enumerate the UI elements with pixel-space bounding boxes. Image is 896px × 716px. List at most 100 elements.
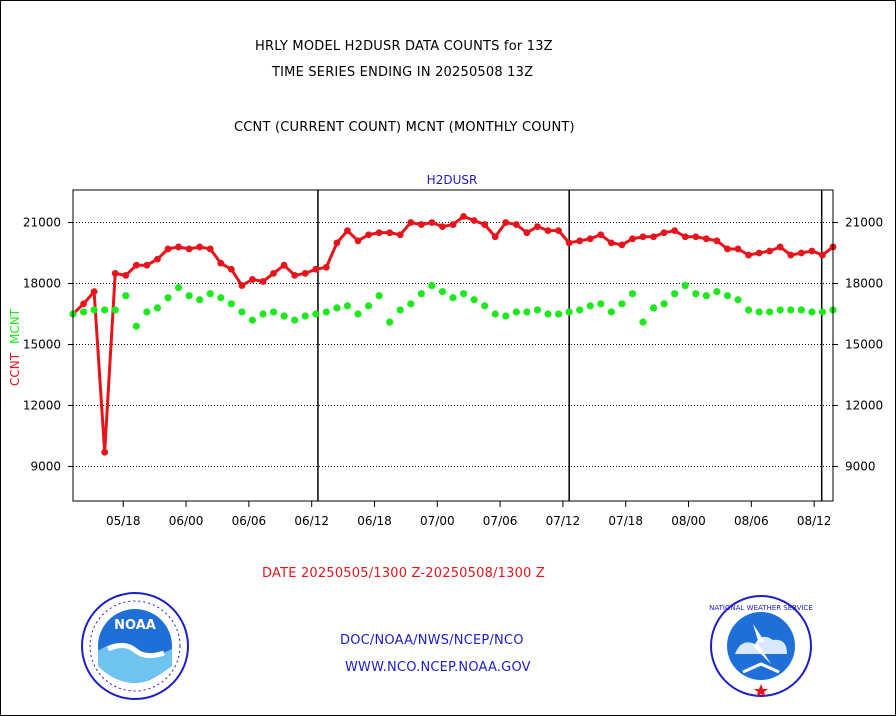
website-link[interactable]: WWW.NCO.NCEP.NOAA.GOV bbox=[345, 660, 531, 675]
ccnt-point bbox=[692, 233, 700, 241]
mcnt-point bbox=[174, 283, 183, 292]
ccnt-point bbox=[576, 237, 584, 245]
mcnt-point bbox=[533, 306, 542, 314]
ccnt-point bbox=[681, 233, 689, 241]
y-tick-label-right: 15000 bbox=[845, 337, 883, 351]
mcnt-point bbox=[818, 308, 827, 316]
ccnt-point bbox=[375, 229, 383, 237]
mcnt-point bbox=[196, 296, 204, 304]
mcnt-point bbox=[565, 308, 573, 316]
mcnt-point bbox=[607, 308, 615, 316]
ccnt-point bbox=[586, 235, 594, 243]
ccnt-point bbox=[259, 278, 267, 285]
noaa-logo: NOAA bbox=[81, 592, 189, 700]
ccnt-point bbox=[713, 237, 721, 245]
y-tick-label-right: 12000 bbox=[845, 398, 883, 412]
mcnt-point bbox=[628, 290, 637, 298]
mcnt-point bbox=[396, 306, 404, 314]
ccnt-point bbox=[417, 221, 425, 228]
ccnt-point bbox=[776, 243, 784, 251]
ccnt-point bbox=[745, 251, 752, 259]
ccnt-point bbox=[460, 213, 467, 220]
y-tick-label-left: 15000 bbox=[23, 337, 61, 351]
mcnt-point bbox=[153, 304, 162, 312]
mcnt-point bbox=[132, 322, 140, 330]
x-tick-label: 05/18 bbox=[106, 514, 141, 528]
ccnt-point bbox=[671, 227, 679, 235]
mcnt-point bbox=[639, 318, 647, 326]
org-path: DOC/NOAA/NWS/NCEP/NCO bbox=[340, 633, 524, 648]
chart-subtitle: CCNT (CURRENT COUNT) MCNT (MONTHLY COUNT… bbox=[234, 120, 575, 135]
ccnt-point bbox=[280, 261, 288, 269]
ccnt-point bbox=[196, 243, 204, 251]
mcnt-point bbox=[459, 290, 468, 298]
ccnt-point bbox=[565, 239, 573, 247]
ccnt-point bbox=[407, 219, 415, 226]
nws-logo: NATIONAL WEATHER SERVICE bbox=[709, 595, 813, 697]
x-tick-label: 07/12 bbox=[546, 514, 581, 528]
ccnt-point bbox=[101, 448, 109, 456]
ccnt-point bbox=[185, 245, 193, 253]
mcnt-point bbox=[312, 310, 320, 318]
mcnt-point bbox=[322, 308, 330, 316]
mcnt-point bbox=[438, 288, 447, 296]
mcnt-point bbox=[734, 296, 742, 304]
mcnt-point bbox=[586, 302, 594, 310]
mcnt-point bbox=[618, 300, 626, 308]
mcnt-point bbox=[755, 308, 763, 316]
mcnt-point bbox=[449, 294, 457, 302]
ccnt-point bbox=[396, 231, 404, 239]
x-tick-label: 06/12 bbox=[294, 514, 329, 528]
x-tick-label: 07/18 bbox=[608, 514, 643, 528]
ccnt-point bbox=[787, 251, 795, 259]
date-range: DATE 20250505/1300 Z-20250508/1300 Z bbox=[262, 566, 545, 581]
mcnt-point bbox=[291, 316, 299, 324]
ccnt-point bbox=[175, 243, 182, 251]
x-tick-label: 08/12 bbox=[797, 514, 832, 528]
mcnt-point bbox=[407, 300, 415, 308]
mcnt-point bbox=[713, 288, 721, 296]
x-tick-label: 06/18 bbox=[357, 514, 392, 528]
mcnt-point bbox=[681, 281, 689, 290]
ccnt-point bbox=[428, 219, 436, 226]
mcnt-point bbox=[122, 292, 130, 300]
ccnt-point bbox=[143, 261, 151, 269]
ccnt-point bbox=[660, 229, 668, 237]
mcnt-point bbox=[364, 302, 373, 310]
mcnt-point bbox=[512, 308, 520, 316]
ccnt-point bbox=[154, 255, 161, 263]
ccnt-point bbox=[502, 219, 510, 226]
mcnt-point bbox=[354, 310, 362, 318]
ccnt-point bbox=[270, 269, 277, 277]
y-tick-label-right: 18000 bbox=[845, 277, 883, 291]
mcnt-point bbox=[101, 306, 109, 314]
mcnt-point bbox=[238, 308, 246, 316]
chart-title-line2: TIME SERIES ENDING IN 20250508 13Z bbox=[272, 65, 534, 80]
mcnt-point bbox=[143, 308, 151, 316]
mcnt-point bbox=[111, 306, 119, 314]
ccnt-point bbox=[439, 223, 446, 230]
mcnt-point bbox=[428, 281, 436, 290]
nws-logo-text: NATIONAL WEATHER SERVICE bbox=[709, 604, 813, 612]
mcnt-point bbox=[333, 304, 341, 312]
ccnt-point bbox=[238, 282, 246, 289]
ccnt-point bbox=[766, 247, 774, 255]
ccnt-point bbox=[470, 217, 478, 224]
ccnt-point bbox=[808, 247, 816, 255]
mcnt-point bbox=[90, 306, 98, 314]
mcnt-point bbox=[544, 310, 552, 318]
ccnt-point bbox=[534, 223, 541, 230]
ccnt-point bbox=[819, 251, 826, 259]
mcnt-point bbox=[470, 296, 478, 304]
ccnt-point bbox=[164, 245, 172, 253]
y-tick-label-left: 18000 bbox=[23, 277, 61, 291]
ccnt-point bbox=[618, 241, 626, 249]
ccnt-point bbox=[354, 237, 362, 245]
x-tick-label: 08/06 bbox=[734, 514, 769, 528]
y-axis-label-mcnt: MCNT bbox=[8, 308, 22, 344]
ccnt-point bbox=[607, 239, 615, 247]
mcnt-point bbox=[692, 290, 700, 298]
ccnt-point bbox=[386, 229, 394, 237]
mcnt-point bbox=[206, 290, 214, 298]
ccnt-point bbox=[639, 233, 647, 241]
